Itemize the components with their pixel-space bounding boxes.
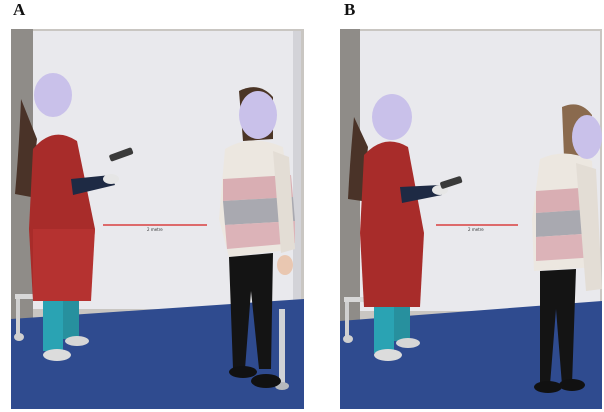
photo-panel-b: 2 metre xyxy=(340,29,602,409)
clinician-hair xyxy=(15,99,37,197)
clinician-shoe-right xyxy=(396,338,420,348)
clinician-figure xyxy=(348,94,463,361)
patient-shoe-left xyxy=(229,366,257,378)
patient-shoe-left xyxy=(534,381,562,393)
face-mask-right xyxy=(239,91,277,139)
patient-arm xyxy=(576,163,602,291)
clinician-leg-left xyxy=(43,301,63,351)
photo-a-scene: 2 metre xyxy=(11,29,304,409)
clinician-figure xyxy=(15,73,134,361)
screen-edge xyxy=(293,31,301,309)
stand-wheel-left xyxy=(343,335,353,343)
stand-leg-left xyxy=(16,299,20,337)
patient-figure xyxy=(219,87,295,388)
stand-leg-left xyxy=(345,302,349,338)
handheld-device xyxy=(440,176,463,189)
patient-hand xyxy=(277,255,293,275)
screen-stand xyxy=(279,309,285,385)
clinician-shoe-left xyxy=(43,349,71,361)
photo-b-scene: 2 metre xyxy=(340,29,602,409)
patient-arm xyxy=(273,151,295,253)
clinician-apron-lower xyxy=(33,229,95,301)
distance-marker-label: 2 metre xyxy=(468,227,484,232)
panel-label-a: A xyxy=(13,0,26,19)
clinician-leg-right xyxy=(63,301,79,339)
patient-figure xyxy=(532,104,602,393)
clinician-apron xyxy=(360,141,424,307)
clinician-sleeve xyxy=(400,185,442,203)
panel-label-b: B xyxy=(344,0,356,19)
sweater-stripe-grey xyxy=(223,197,295,225)
stand-base xyxy=(15,294,45,299)
clinician-leg-right xyxy=(394,307,410,341)
face-mask-left xyxy=(34,73,72,117)
patient-trousers xyxy=(229,253,273,369)
face-mask-right xyxy=(572,115,602,159)
stand-base xyxy=(344,297,372,302)
distance-marker-label: 2 metre xyxy=(147,227,163,232)
photo-panel-a: 2 metre xyxy=(11,29,304,409)
patient-shoe-right xyxy=(251,374,281,388)
sweater-stripe-pink-2 xyxy=(225,221,295,249)
blue-floor xyxy=(11,299,304,409)
clinician-shoe-right xyxy=(65,336,89,346)
clinician-shoe-left xyxy=(374,349,402,361)
handheld-device xyxy=(109,147,134,162)
clinician-glove xyxy=(103,174,119,184)
patient-trousers xyxy=(540,269,576,385)
patient-shoe-right xyxy=(559,379,585,391)
clinician-leg-left xyxy=(374,307,394,353)
face-mask-left xyxy=(372,94,412,140)
